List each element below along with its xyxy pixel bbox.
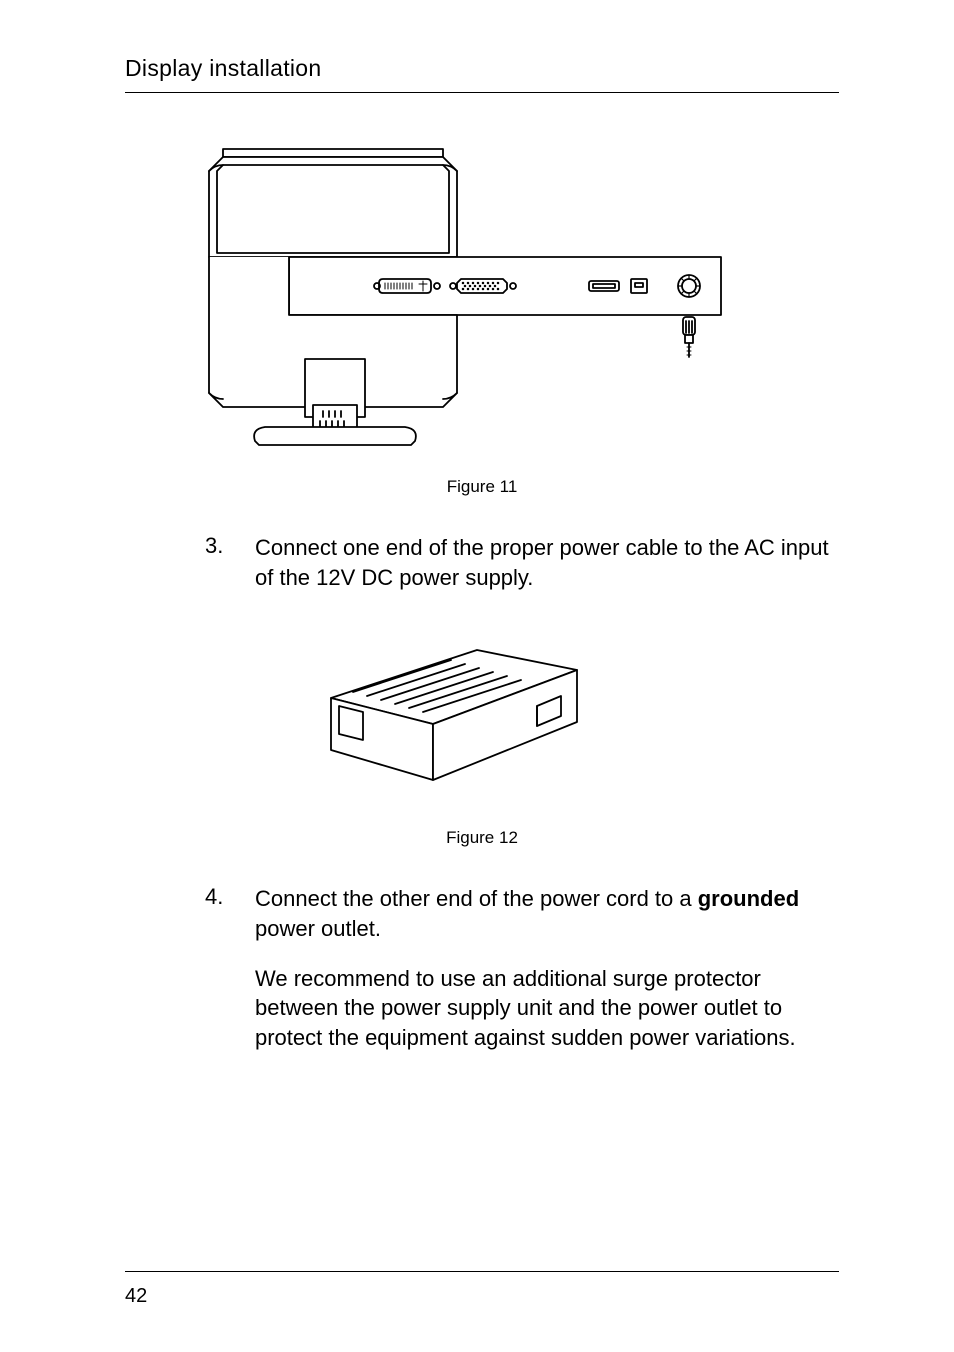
step4-pre: Connect the other end of the power cord … <box>255 886 698 911</box>
step-4: 4. Connect the other end of the power co… <box>205 884 839 1072</box>
step4-post: power outlet. <box>255 916 381 941</box>
step-3: 3. Connect one end of the proper power c… <box>205 533 839 612</box>
figure-caption-11: Figure 11 <box>125 477 839 497</box>
step4-bold: grounded <box>698 886 799 911</box>
step-text: Connect one end of the proper power cabl… <box>255 533 839 612</box>
section-header: Display installation <box>125 55 839 93</box>
footer-rule <box>125 1271 839 1272</box>
figure-caption-12: Figure 12 <box>125 828 839 848</box>
figure-powerbrick <box>305 642 839 802</box>
page-number: 42 <box>125 1285 147 1308</box>
step4-para2: We recommend to use an additional surge … <box>255 964 839 1053</box>
step-text: Connect the other end of the power cord … <box>255 884 839 1072</box>
step-number: 3. <box>205 533 255 612</box>
step-number: 4. <box>205 884 255 1072</box>
figure-monitor <box>205 141 839 451</box>
